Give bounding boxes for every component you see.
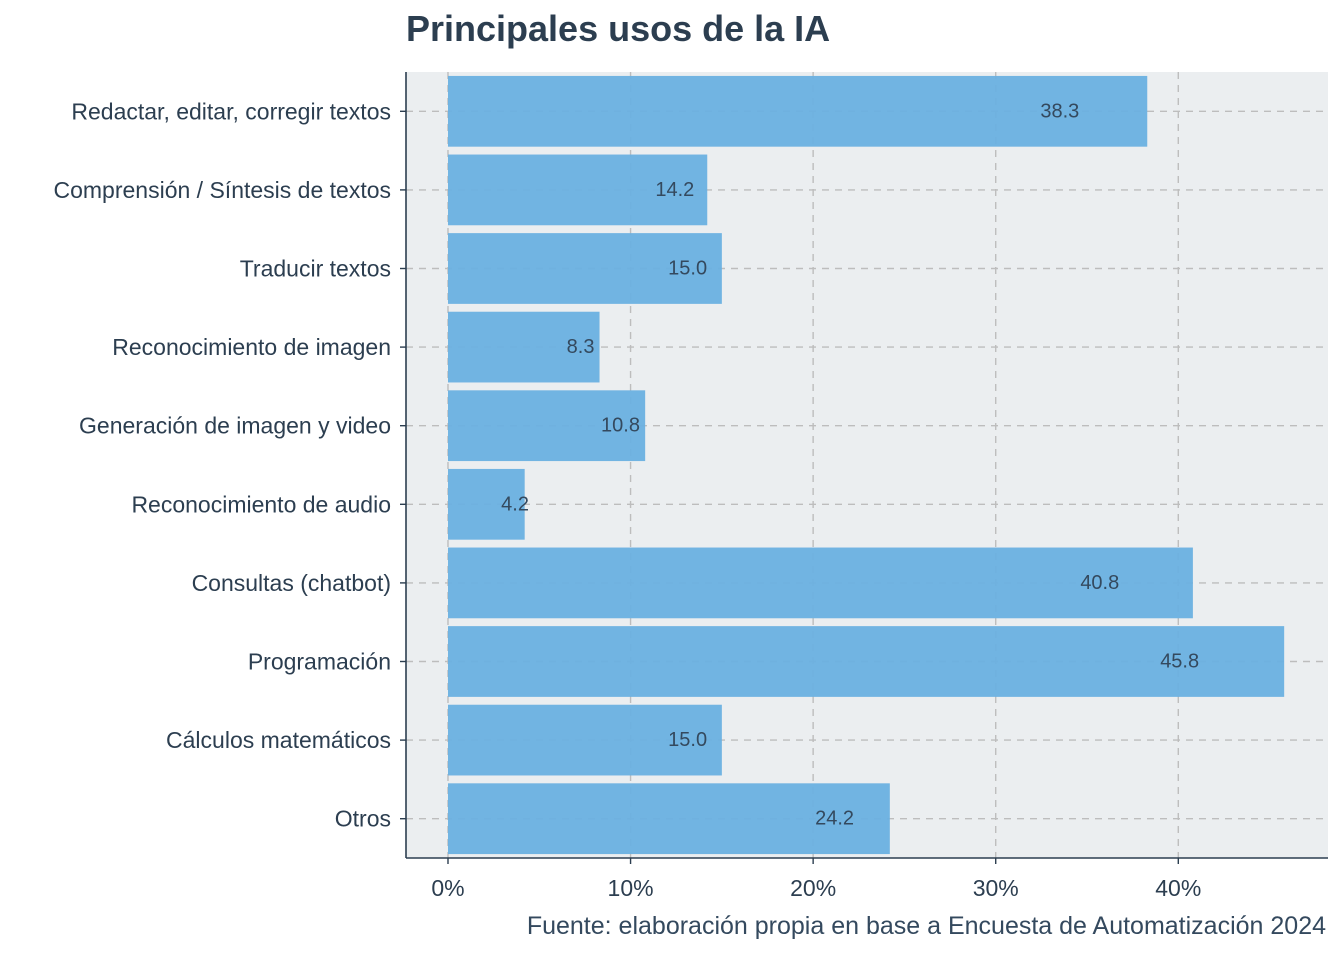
bar-value-label-3: 8.3 [567, 336, 595, 358]
category-label-1: Comprensión / Síntesis de textos [54, 177, 392, 203]
x-tick-label-4: 40% [1155, 875, 1201, 901]
bar-value-label-5: 4.2 [501, 493, 529, 515]
category-label-5: Reconocimiento de audio [131, 491, 391, 517]
bar-9 [447, 783, 890, 855]
bar-5 [447, 468, 525, 540]
bar-value-label-0: 38.3 [1040, 100, 1079, 122]
bar-2 [447, 233, 722, 304]
bar-7 [447, 626, 1285, 697]
category-label-3: Reconocimiento de imagen [112, 334, 391, 360]
category-label-2: Traducir textos [240, 256, 391, 282]
bar-3 [447, 311, 600, 383]
bar-value-label-1: 14.2 [655, 179, 694, 201]
category-label-6: Consultas (chatbot) [192, 570, 391, 596]
x-tick-label-2: 20% [790, 875, 836, 901]
x-tick-label-3: 30% [973, 875, 1019, 901]
axes: Redactar, editar, corregir textos Compren… [54, 72, 1328, 901]
bars [447, 75, 1285, 855]
bar-value-label-8: 15.0 [668, 729, 707, 751]
bar-6 [447, 547, 1193, 619]
category-label-9: Otros [335, 806, 391, 832]
bar-0 [447, 75, 1148, 147]
x-tick-label-1: 10% [608, 875, 654, 901]
bar-value-label-9: 24.2 [815, 808, 854, 830]
bar-1 [447, 154, 708, 226]
chart-title: Principales usos de la IA [406, 8, 831, 49]
x-tick-label-0: 0% [431, 875, 464, 901]
bar-value-labels: 38.3 14.2 15.0 8.3 10.8 4.2 40.8 45.8 15.0 24.2 [501, 100, 1199, 829]
category-label-8: Cálculos matemáticos [166, 727, 391, 753]
bar-8 [447, 704, 722, 776]
chart-caption: Fuente: elaboración propia en base a Enc… [526, 912, 1326, 940]
bar-4 [447, 390, 646, 462]
category-label-4: Generación de imagen y video [79, 413, 391, 439]
bar-value-label-4: 10.8 [601, 415, 640, 437]
bar-value-label-6: 40.8 [1080, 572, 1119, 594]
bar-value-label-7: 45.8 [1160, 651, 1199, 673]
category-label-0: Redactar, editar, corregir textos [71, 98, 391, 124]
category-label-7: Programación [248, 649, 391, 675]
bar-value-label-2: 15.0 [668, 258, 707, 280]
